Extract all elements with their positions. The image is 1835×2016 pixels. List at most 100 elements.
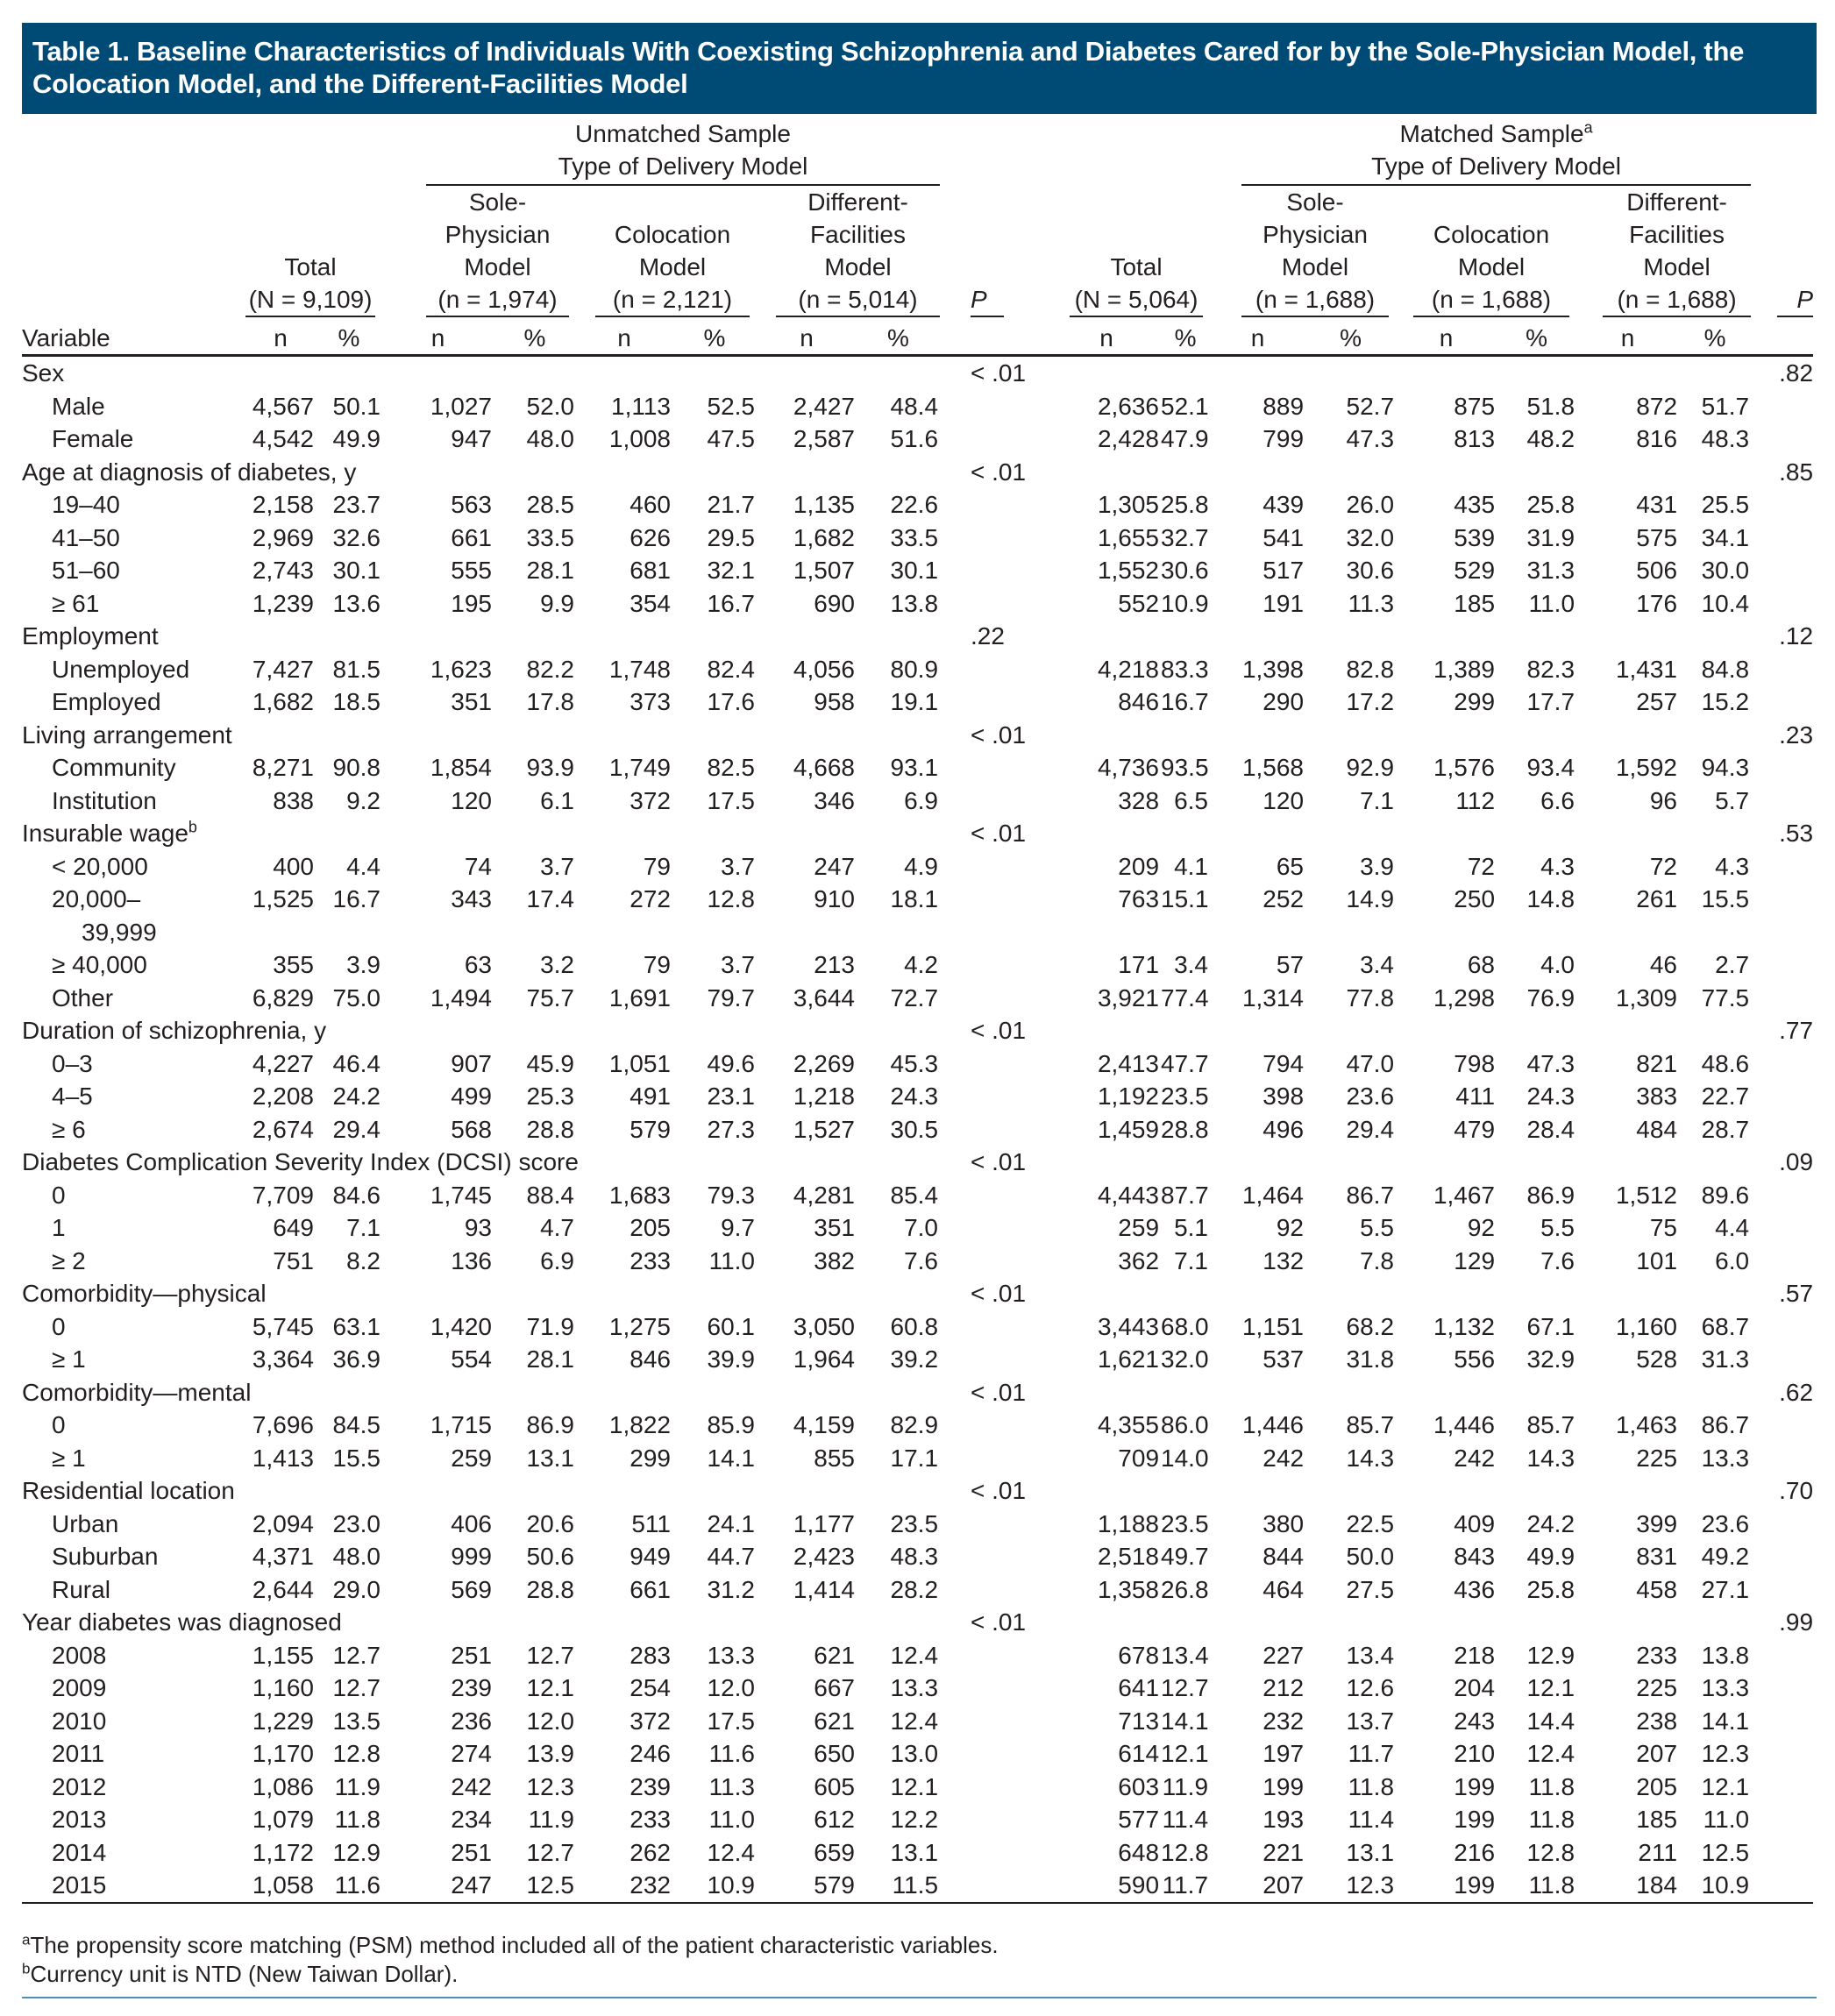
n-value: 299 — [1454, 688, 1496, 715]
p-value-matched — [1751, 850, 1813, 884]
p-value-unmatched — [940, 948, 1052, 982]
percent-header: % — [1497, 319, 1577, 357]
row-label: 19–40 — [52, 491, 120, 518]
row-label: Other — [52, 983, 114, 1012]
table-row: Other 6,829 75.0 1,494 75.7 1,691 79.7 3,644 72.… — [22, 982, 1813, 1015]
n-value: 1,358 — [1097, 1575, 1160, 1603]
n-value: 242 — [451, 1772, 492, 1800]
n-value: 690 — [814, 589, 855, 617]
percent-value: 14.9 — [1346, 885, 1395, 912]
p-value-matched — [1751, 784, 1813, 818]
percent-value: 3.4 — [1174, 951, 1209, 978]
bottom-rule — [22, 1997, 1817, 1998]
percent-value: 22.5 — [1346, 1509, 1395, 1537]
n-value: 1,621 — [1097, 1345, 1160, 1373]
percent-value: 12.8 — [1161, 1838, 1209, 1866]
percent-value: 12.3 — [1305, 1869, 1397, 1904]
n-value: 233 — [1636, 1641, 1678, 1669]
percent-value: 82.9 — [890, 1411, 939, 1438]
n-value: 354 — [629, 589, 671, 617]
p-value-matched — [1751, 1672, 1813, 1705]
p-value-unmatched: < .01 — [971, 1378, 1027, 1406]
percent-value: 12.1 — [1526, 1674, 1575, 1701]
percent-value: 48.2 — [1526, 425, 1575, 452]
n-value: 556 — [1454, 1345, 1496, 1373]
percent-value: 93.5 — [1161, 754, 1209, 781]
table-row: 0 7,696 84.5 1,715 86.9 1,822 85.9 4,159 82.9 4,3… — [22, 1409, 1813, 1442]
percent-value: 11.0 — [1528, 589, 1575, 617]
percent-value: 77.8 — [1346, 983, 1395, 1012]
percent-value: 12.9 — [1526, 1641, 1575, 1669]
row-label: 2013 — [52, 1806, 107, 1833]
percent-value: 12.7 — [332, 1674, 381, 1701]
percent-value: 7.1 — [1360, 786, 1395, 814]
n-value: 383 — [1636, 1083, 1678, 1110]
n-value: 528 — [1636, 1345, 1678, 1373]
category-label: Insurable wageb — [22, 818, 197, 847]
footnote-a: aThe propensity score matching (PSM) met… — [22, 1931, 999, 1958]
delivery-model-label: Type of Delivery Model — [1371, 153, 1621, 180]
n-value: 555 — [451, 557, 492, 584]
percent-value: 12.1 — [890, 1772, 939, 1800]
table-row: 2012 1,086 11.9 242 12.3 239 11.3 605 12.1 603 11.… — [22, 1771, 1813, 1804]
n-value: 949 — [629, 1543, 671, 1570]
n-value: 1,413 — [252, 1444, 314, 1472]
n-value: 590 — [1052, 1869, 1162, 1904]
percent-value: 82.4 — [707, 655, 756, 683]
table-row: Community 8,271 90.8 1,854 93.9 1,749 82.5 4,66… — [22, 751, 1813, 784]
n-value: 458 — [1636, 1575, 1678, 1603]
percent-value: 30.6 — [1346, 557, 1395, 584]
n-value: 3,443 — [1097, 1312, 1160, 1340]
percent-value: 14.4 — [1526, 1707, 1575, 1735]
delivery-model-label: Type of Delivery Model — [558, 153, 808, 180]
n-value: 4,443 — [1097, 1181, 1160, 1209]
n-value: 92 — [1467, 1214, 1496, 1241]
n-value: 185 — [1636, 1806, 1678, 1833]
p-value-unmatched — [940, 1343, 1052, 1376]
percent-value: 8.2 — [346, 1246, 381, 1274]
n-value: 614 — [1118, 1740, 1160, 1767]
p-value-unmatched — [940, 1869, 1053, 1904]
n-value: 496 — [1262, 1115, 1305, 1143]
p-value-unmatched: < .01 — [971, 458, 1027, 486]
percent-value: 11.8 — [1528, 1806, 1575, 1833]
row-label: Unemployed — [52, 655, 190, 683]
row-label: Urban — [52, 1509, 119, 1537]
n-value: 2,269 — [793, 1049, 855, 1077]
n-value: 210 — [1454, 1740, 1496, 1767]
percent-value: 49.9 — [1526, 1543, 1575, 1570]
n-value: 499 — [451, 1083, 492, 1110]
p-value-unmatched — [940, 587, 1052, 621]
p-value-matched: .23 — [1779, 721, 1814, 749]
unmatched-colocation-header: Colocation Model (n = 2,121) — [576, 186, 757, 319]
percent-value: 68.2 — [1346, 1312, 1395, 1340]
n-value: 910 — [814, 885, 855, 912]
percent-value: 13.1 — [526, 1444, 575, 1472]
percent-value: 17.6 — [707, 688, 756, 715]
n-value: 846 — [629, 1345, 671, 1373]
n-value: 621 — [814, 1707, 855, 1735]
percent-value: 6.0 — [1715, 1246, 1750, 1274]
category-row: Sex < .01 .82 — [22, 356, 1813, 390]
n-value: 1,527 — [793, 1115, 855, 1143]
p-value-matched — [1751, 1803, 1813, 1836]
percent-value: 11.9 — [1162, 1772, 1209, 1800]
percent-value: 88.4 — [526, 1181, 575, 1209]
n-value: 799 — [1262, 425, 1305, 452]
percent-value: 47.9 — [1161, 425, 1209, 452]
percent-value: 12.4 — [890, 1641, 939, 1669]
category-row: Year diabetes was diagnosed < .01 .99 — [22, 1606, 1813, 1639]
percent-value: 82.8 — [1346, 655, 1395, 683]
p-value-matched: .82 — [1779, 359, 1814, 387]
p-value-matched — [1751, 1639, 1813, 1672]
n-value: 373 — [629, 688, 671, 715]
n-value: 511 — [631, 1509, 671, 1537]
n-value: 4,371 — [252, 1543, 314, 1570]
n-value: 262 — [629, 1838, 671, 1866]
percent-value: 23.6 — [1701, 1509, 1750, 1537]
percent-value: 11.8 — [1497, 1869, 1577, 1904]
n-value: 57 — [1276, 951, 1305, 978]
table-row: Urban 2,094 23.0 406 20.6 511 24.1 1,177 23.5 1,1… — [22, 1508, 1813, 1541]
percent-value: 28.7 — [1701, 1115, 1750, 1143]
n-header: n — [576, 319, 672, 357]
